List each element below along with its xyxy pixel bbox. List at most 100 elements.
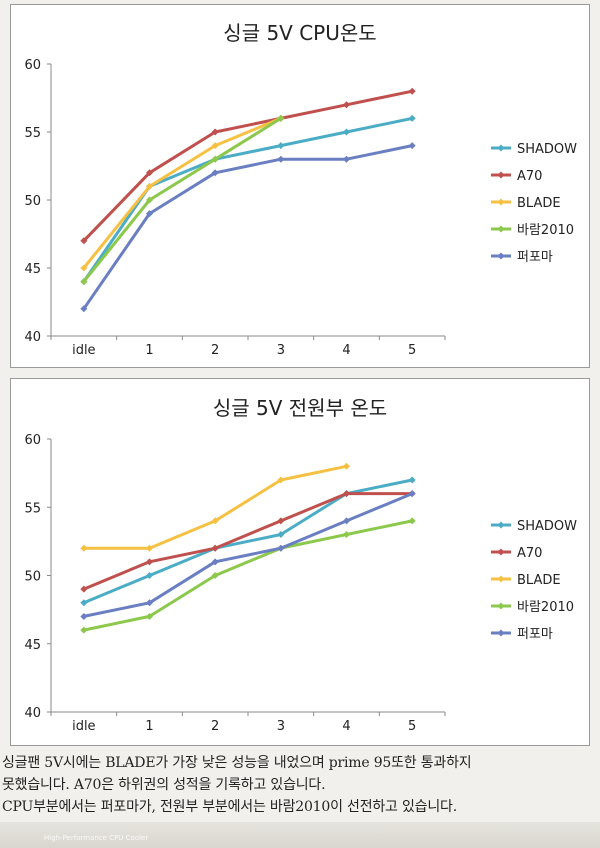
- vrm-temp-chart: 싱글 5V 전원부 온도 40 45 50 55 60 idle 1 2 3 4 5 SHADOW A70…: [10, 378, 590, 746]
- x-tick-label: 1: [145, 719, 153, 734]
- data-point: [146, 169, 153, 177]
- caption-line-3: CPU부분에서는 퍼포마가, 전원부 부분에서는 바람2010이 선전하고 있습…: [2, 799, 457, 815]
- x-tick-label: 2: [211, 343, 219, 358]
- series-line: [82, 492, 414, 591]
- x-tick-label: 2: [211, 719, 219, 734]
- data-point: [211, 572, 219, 579]
- y-tick-label: 60: [24, 433, 41, 448]
- y-tick-label: 45: [24, 262, 41, 277]
- series-line: [82, 519, 414, 632]
- y-tick-label: 60: [24, 58, 41, 73]
- series-line: [82, 116, 414, 284]
- data-point: [408, 476, 416, 484]
- x-tick-label: 3: [277, 343, 285, 358]
- data-point: [146, 182, 153, 190]
- data-point: [277, 544, 285, 552]
- legend-label: 바람2010: [517, 600, 574, 615]
- x-tick-label: idle: [72, 343, 95, 358]
- series-2: [80, 462, 350, 552]
- legend-marker: [497, 548, 505, 556]
- data-point: [343, 155, 350, 163]
- data-point: [80, 237, 88, 245]
- chart-title: 싱글 5V 전원부 온도: [213, 396, 387, 420]
- data-point: [343, 517, 350, 525]
- series-line: [82, 89, 414, 243]
- x-tick-label: idle: [72, 719, 95, 734]
- y-tick-label: 50: [24, 570, 41, 585]
- y-tick-label: 55: [24, 501, 41, 516]
- legend-marker: [497, 521, 505, 529]
- legend-marker: [497, 575, 505, 583]
- data-point: [408, 142, 416, 150]
- legend-marker: [497, 144, 505, 152]
- data-point: [408, 517, 416, 525]
- x-tick-label: 5: [408, 343, 416, 358]
- series-line: [82, 116, 283, 270]
- data-point: [408, 114, 416, 122]
- legend-marker: [497, 198, 505, 206]
- series-3: [80, 517, 416, 634]
- legend-marker: [497, 252, 505, 260]
- series-0: [80, 476, 416, 607]
- data-point: [146, 196, 153, 204]
- data-point: [211, 128, 219, 136]
- data-point: [343, 531, 350, 539]
- legend-label: SHADOW: [517, 142, 577, 157]
- data-point: [277, 155, 285, 163]
- legend-marker: [497, 225, 505, 233]
- series-4: [80, 490, 416, 620]
- data-point: [80, 264, 88, 272]
- caption-line-2: 못했습니다. A70은 하위권의 성적을 기록하고 있습니다.: [2, 777, 326, 793]
- data-point: [80, 278, 88, 286]
- data-point: [146, 612, 153, 620]
- data-point: [146, 558, 153, 566]
- data-point: [80, 626, 88, 634]
- data-point: [277, 517, 285, 525]
- x-tick-label: 3: [277, 719, 285, 734]
- data-point: [343, 462, 350, 470]
- legend-marker: [497, 629, 505, 637]
- caption-text: 싱글팬 5V시에는 BLADE가 가장 낮은 성능을 내었으며 prime 95…: [0, 752, 600, 818]
- x-tick-label: 4: [342, 719, 350, 734]
- series-3: [80, 114, 285, 286]
- legend-label: A70: [517, 169, 542, 184]
- legend-label: 퍼포마: [517, 250, 553, 265]
- data-point: [211, 169, 219, 177]
- data-point: [146, 599, 153, 607]
- data-point: [408, 490, 416, 498]
- cpu-temp-chart: 싱글 5V CPU온도 40 45 50 55 60 idle 1 2 3 4 5 SHADOW A70 B…: [10, 4, 590, 368]
- data-point: [146, 544, 153, 552]
- data-point: [146, 572, 153, 579]
- series-4: [80, 142, 416, 313]
- data-point: [211, 544, 219, 552]
- x-tick-label: 1: [145, 343, 153, 358]
- y-tick-label: 45: [24, 638, 41, 653]
- series-line: [82, 478, 414, 605]
- legend-label: BLADE: [517, 196, 561, 211]
- data-point: [80, 305, 88, 313]
- data-point: [343, 490, 350, 498]
- data-point: [277, 114, 285, 122]
- brand-watermark-text: High-Performance CPU Cooler: [44, 834, 149, 842]
- x-tick-label: 4: [342, 343, 350, 358]
- data-point: [80, 612, 88, 620]
- legend-marker: [497, 602, 505, 610]
- legend-label: BLADE: [517, 573, 561, 588]
- data-point: [211, 517, 219, 525]
- data-point: [277, 476, 285, 484]
- data-point: [211, 558, 219, 566]
- data-point: [277, 531, 285, 539]
- chart-title: 싱글 5V CPU온도: [223, 21, 376, 45]
- data-point: [343, 128, 350, 136]
- data-point: [80, 544, 88, 552]
- data-point: [211, 142, 219, 150]
- y-tick-label: 40: [24, 706, 41, 721]
- data-point: [277, 142, 285, 150]
- legend-marker: [497, 171, 505, 179]
- legend-label: 바람2010: [517, 223, 574, 238]
- data-point: [211, 155, 219, 163]
- legend-label: SHADOW: [517, 519, 577, 534]
- series-line: [82, 144, 414, 311]
